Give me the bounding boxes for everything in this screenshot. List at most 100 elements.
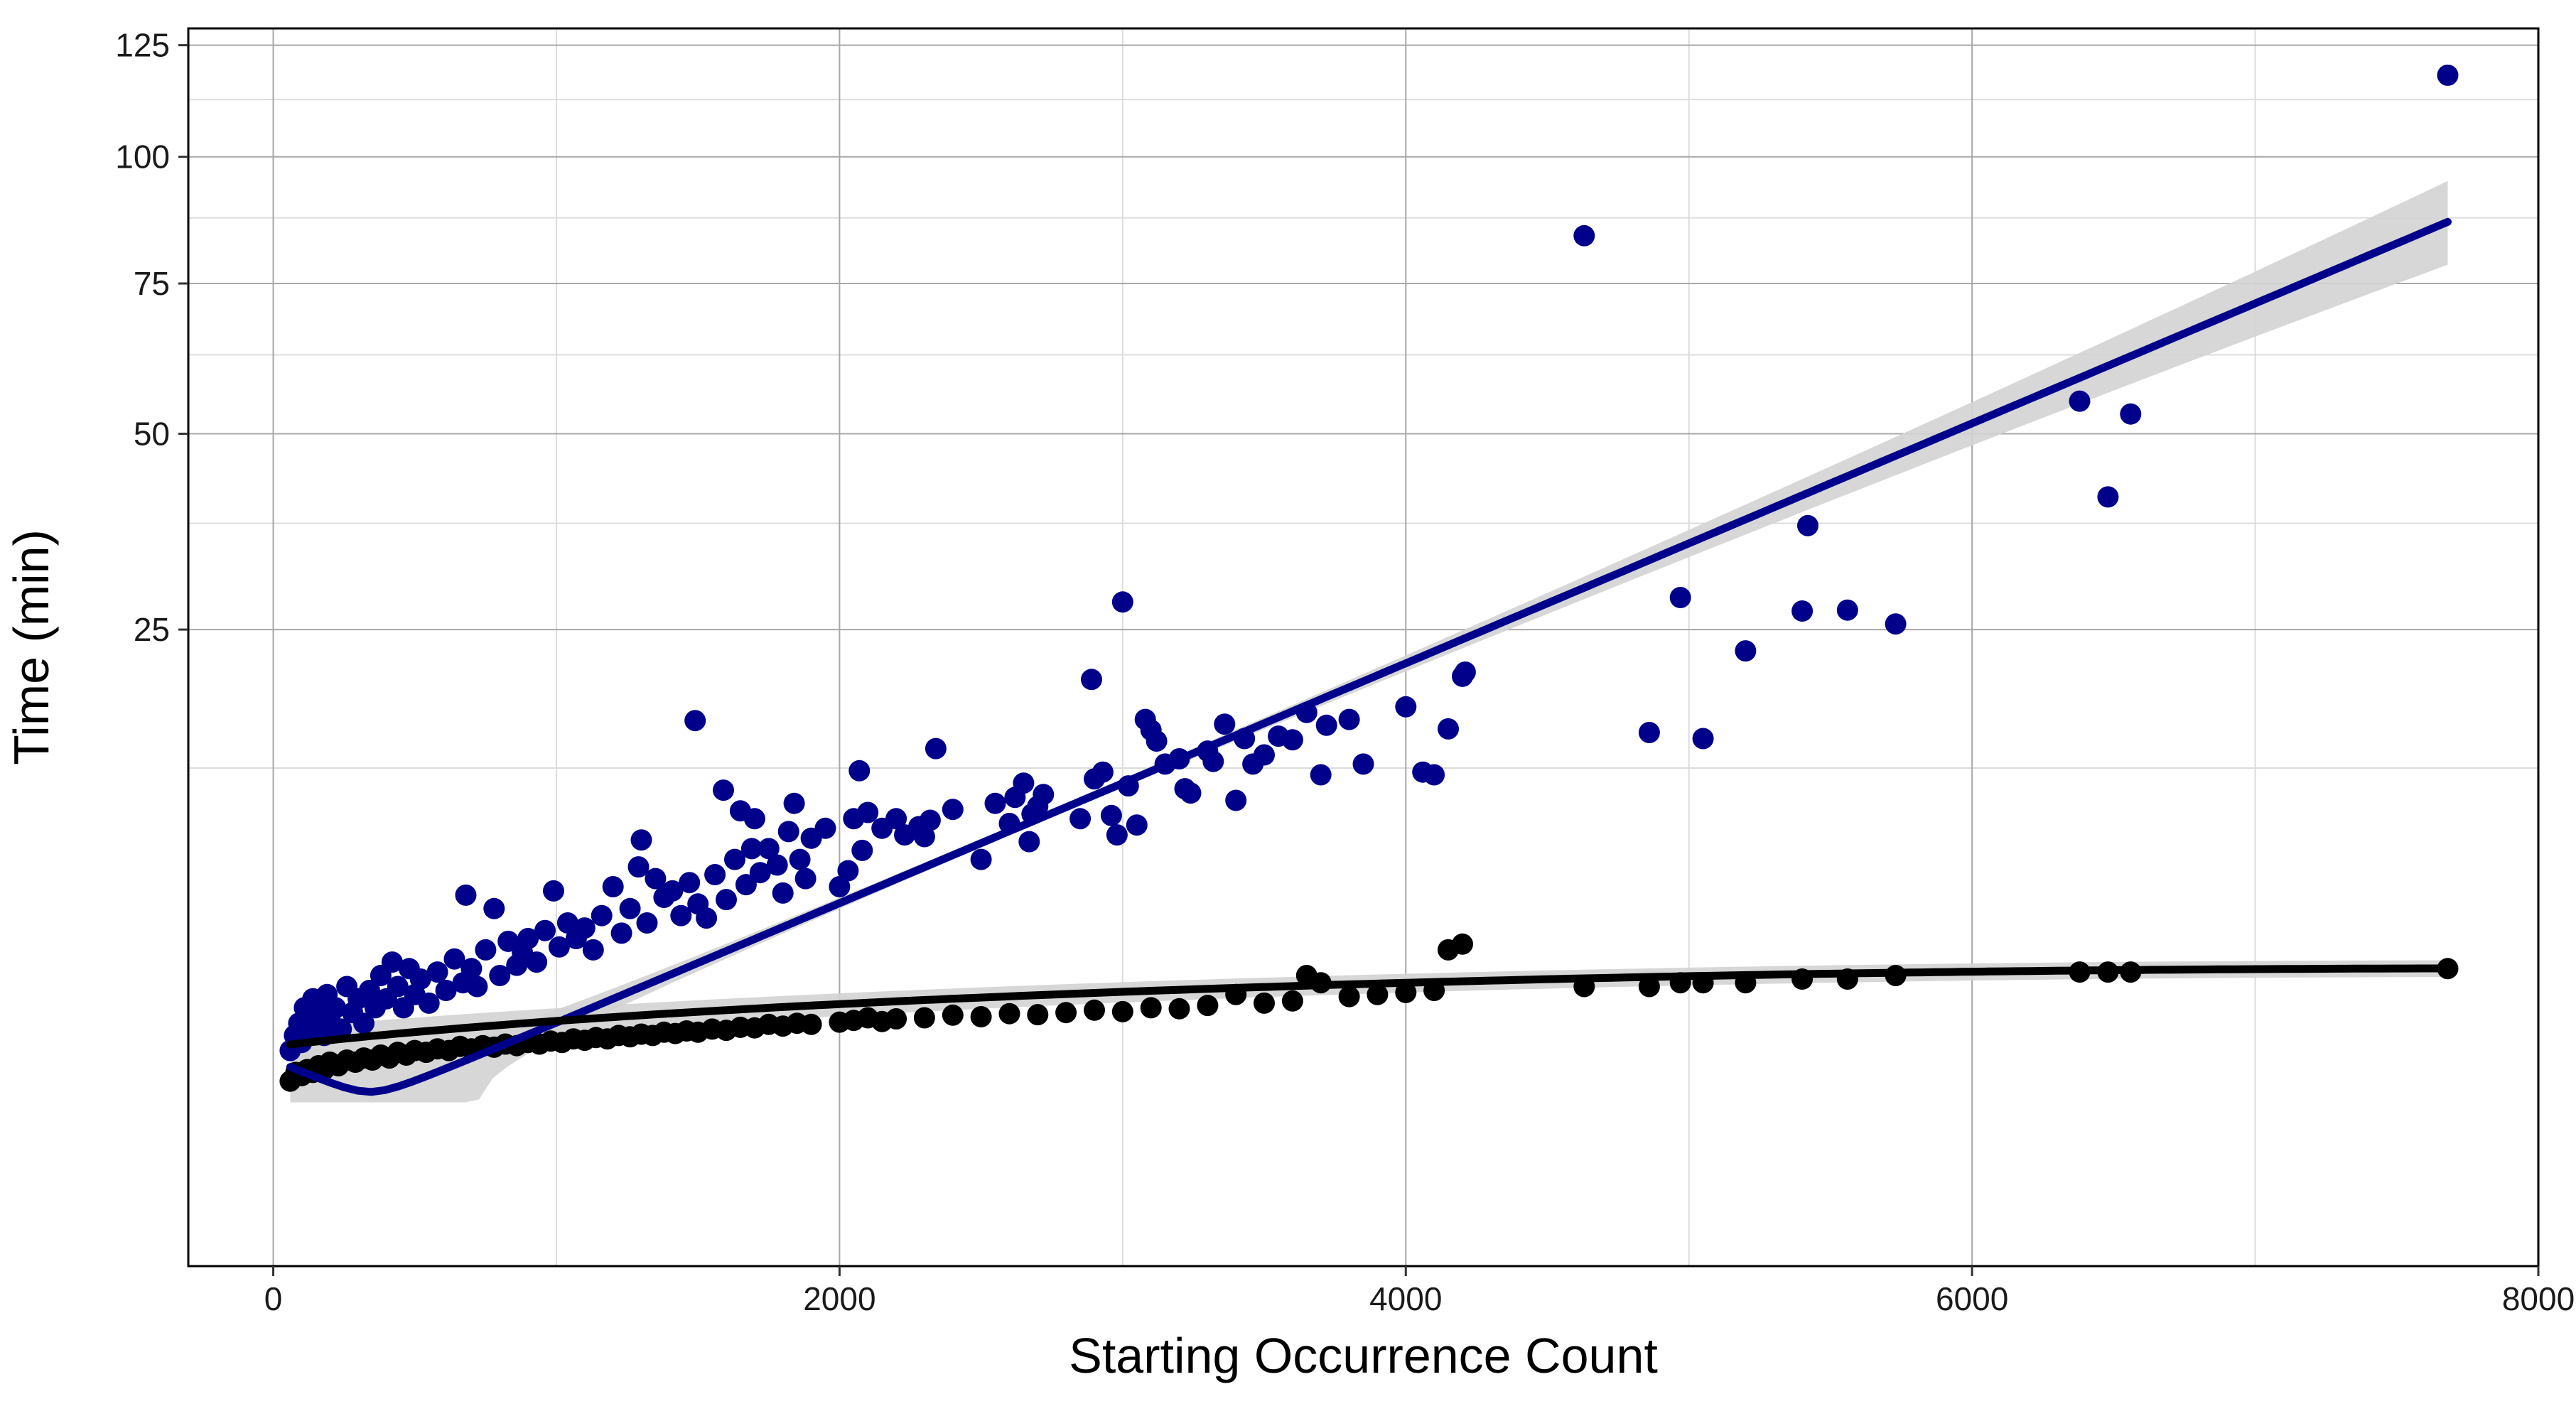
data-point-series-1: [645, 868, 667, 890]
data-point-series-1: [1669, 587, 1691, 608]
data-point-series-1: [772, 882, 794, 904]
data-point-series-1: [435, 980, 457, 1001]
data-point-series-1: [777, 821, 799, 843]
y-tick-label: 75: [134, 265, 170, 302]
data-point-series-1: [735, 874, 757, 896]
data-point-series-1: [387, 976, 409, 998]
data-point-series-1: [1797, 514, 1818, 536]
data-point-series-1: [885, 808, 907, 830]
data-point-series-1: [1069, 808, 1092, 830]
data-point-series-1: [1281, 729, 1303, 751]
data-point-series-1: [837, 860, 859, 882]
data-point-series-2: [1084, 999, 1105, 1021]
data-point-series-1: [970, 848, 992, 870]
data-point-series-1: [984, 792, 1006, 814]
data-point-series-2: [885, 1008, 907, 1030]
data-point-series-1: [1791, 600, 1814, 622]
data-point-series-1: [359, 980, 380, 1001]
data-point-series-1: [704, 864, 726, 885]
data-point-series-1: [713, 779, 734, 801]
data-point-series-1: [1225, 789, 1247, 811]
data-point-series-1: [1214, 713, 1236, 735]
data-point-series-1: [475, 939, 497, 961]
data-point-series-1: [794, 868, 817, 890]
data-point-series-1: [460, 958, 483, 980]
data-point-series-1: [2120, 403, 2142, 425]
data-point-series-2: [1055, 1002, 1077, 1024]
data-point-series-1: [1126, 814, 1148, 836]
y-tick-label: 50: [134, 415, 170, 452]
data-point-series-1: [330, 1018, 352, 1040]
data-point-series-2: [1452, 933, 1473, 955]
data-point-series-1: [684, 710, 706, 732]
data-point-series-1: [630, 829, 652, 851]
data-point-series-1: [591, 904, 613, 926]
data-point-series-1: [1013, 772, 1035, 794]
data-point-series-1: [1735, 640, 1757, 662]
data-point-series-2: [1638, 976, 1660, 998]
data-point-series-1: [919, 809, 941, 831]
data-point-series-2: [1281, 990, 1303, 1012]
data-point-series-1: [1692, 728, 1714, 750]
data-point-series-1: [619, 897, 641, 919]
data-point-series-1: [670, 904, 692, 926]
data-point-series-1: [857, 801, 879, 823]
data-point-series-2: [1197, 995, 1219, 1017]
data-point-series-1: [1454, 661, 1476, 683]
fit-line-1: [286, 217, 2452, 1096]
data-point-series-1: [443, 948, 465, 970]
data-point-series-1: [534, 919, 556, 941]
fit-lines: [286, 217, 2452, 1096]
data-point-series-1: [1310, 764, 1332, 786]
data-point-series-2: [1338, 985, 1360, 1007]
data-point-series-1: [758, 838, 780, 860]
data-point-series-2: [998, 1003, 1020, 1025]
data-point-series-1: [548, 936, 570, 958]
data-point-series-1: [602, 876, 624, 897]
data-point-series-1: [1202, 750, 1224, 772]
data-point-series-1: [1423, 764, 1445, 786]
data-point-series-1: [1018, 831, 1040, 853]
data-point-series-1: [1254, 744, 1275, 766]
data-point-series-1: [789, 848, 811, 870]
data-point-series-1: [517, 928, 539, 949]
data-point-series-1: [743, 808, 765, 830]
data-point-series-1: [925, 737, 947, 760]
data-point-series-1: [1106, 824, 1128, 846]
data-point-series-1: [1081, 669, 1102, 691]
y-axis-title: Time (min): [4, 529, 59, 765]
data-point-series-1: [679, 872, 701, 894]
data-point-series-1: [1092, 761, 1114, 783]
data-point-series-1: [418, 992, 440, 1014]
data-point-series-1: [526, 951, 548, 973]
y-tick-labels: 25 50 75 100 125: [115, 27, 170, 648]
data-point-series-1: [455, 884, 477, 906]
data-point-series-1: [1395, 696, 1417, 718]
x-tick-labels: 0 2000 4000 6000 8000: [264, 1280, 2575, 1317]
data-point-series-1: [573, 917, 596, 939]
data-point-series-1: [1315, 714, 1337, 736]
data-point-series-2: [970, 1006, 992, 1027]
plot-panel-border: [187, 27, 2540, 1268]
data-point-series-1: [1111, 591, 1133, 613]
data-point-series-1: [1100, 804, 1122, 826]
data-point-series-1: [2069, 390, 2091, 412]
y-tick-label: 125: [115, 27, 170, 64]
data-point-series-1: [1638, 722, 1660, 743]
data-point-series-1: [1033, 784, 1055, 806]
data-point-series-1: [381, 951, 403, 973]
data-point-series-1: [409, 968, 431, 990]
data-point-series-1: [556, 912, 578, 934]
data-point-series-1: [783, 792, 805, 814]
data-point-series-1: [636, 912, 658, 934]
data-point-series-1: [724, 848, 745, 870]
x-tick-label: 8000: [2502, 1280, 2575, 1317]
x-tick-label: 0: [264, 1280, 283, 1317]
data-point-series-1: [466, 976, 488, 998]
data-point-series-1: [1180, 782, 1202, 804]
data-point-series-1: [829, 876, 851, 897]
data-point-series-1: [1836, 599, 1858, 621]
data-point-series-1: [1885, 613, 1907, 635]
data-point-series-2: [1111, 1000, 1133, 1022]
